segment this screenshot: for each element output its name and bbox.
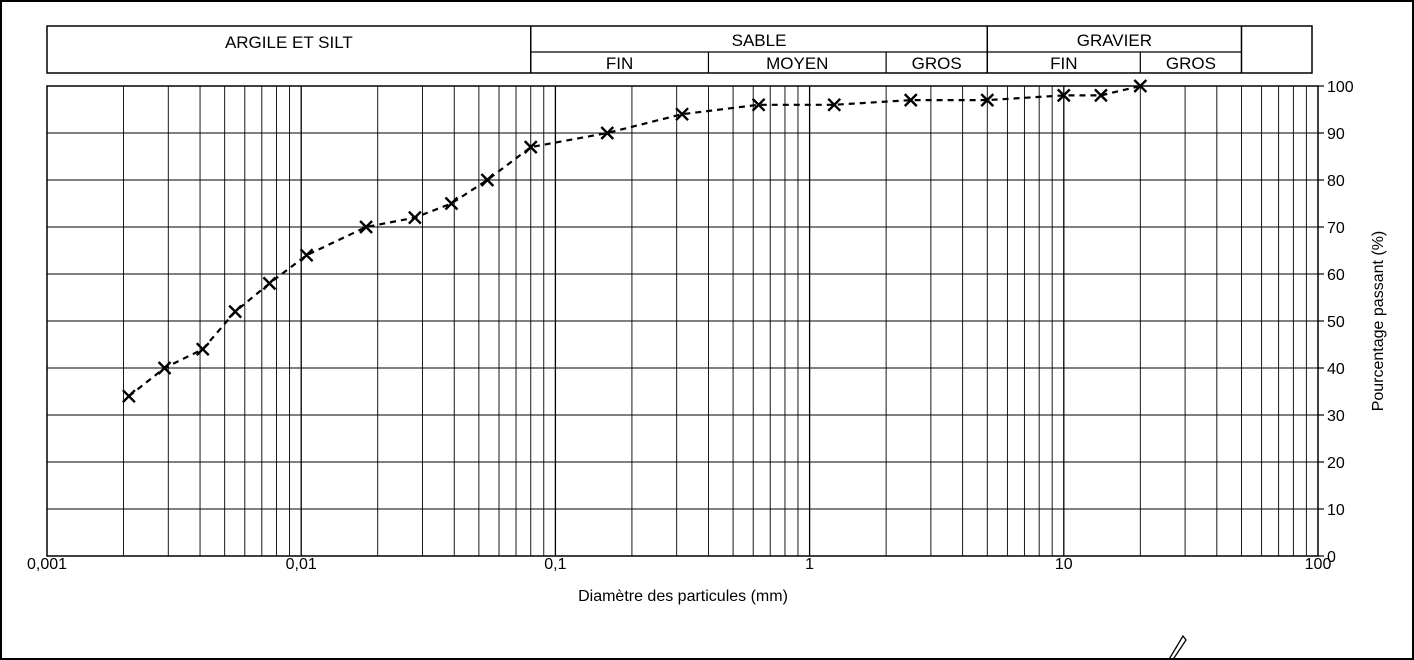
data-point-marker	[228, 304, 243, 319]
y-tick-label: 40	[1327, 361, 1345, 378]
x-tick-label: 0,001	[27, 556, 67, 573]
x-tick-label: 0,1	[544, 556, 566, 573]
data-point-marker	[751, 97, 766, 112]
header-sable-moyen: MOYEN	[766, 54, 828, 73]
y-tick-label: 80	[1327, 173, 1345, 190]
data-point-marker	[299, 248, 314, 263]
x-tick-label: 10	[1055, 556, 1073, 573]
y-tick-label: 90	[1327, 126, 1345, 143]
pen-stroke-mark	[1167, 634, 1187, 660]
y-tick-label: 20	[1327, 455, 1345, 472]
x-axis-title: Diamètre des particules (mm)	[578, 588, 788, 605]
data-point-marker	[157, 361, 172, 375]
header-gravier-fin: FIN	[1050, 54, 1077, 73]
series-line	[128, 84, 1141, 398]
x-tick-label: 0,01	[286, 556, 317, 573]
plot-grid	[47, 86, 1318, 556]
data-point-marker	[827, 97, 842, 112]
data-point-marker	[1094, 88, 1108, 103]
y-tick-label: 70	[1327, 220, 1345, 237]
x-tick-label: 100	[1305, 556, 1332, 573]
y-tick-label: 10	[1327, 502, 1345, 519]
data-point-marker	[444, 196, 459, 211]
y-tick-label: 0	[1327, 549, 1336, 566]
data-point-marker	[195, 342, 210, 357]
y-tick-label: 100	[1327, 79, 1354, 96]
data-point-marker	[600, 126, 615, 140]
header-gravier: GRAVIER	[1077, 31, 1152, 50]
y-tick-label: 60	[1327, 267, 1345, 284]
data-point-marker	[1133, 79, 1148, 93]
x-axis-ticks: 0,001 0,01 0,1 1 10 100	[27, 556, 1331, 573]
data-point-marker	[359, 220, 373, 234]
header-sable: SABLE	[732, 31, 787, 50]
y-axis-ticks: 0 10 20 30 40 50 60 70 80 90 100	[1318, 79, 1354, 566]
data-point-marker	[408, 210, 422, 225]
data-point-marker	[480, 173, 495, 187]
data-point-marker	[122, 389, 136, 404]
header-sable-fin: FIN	[606, 54, 633, 73]
data-point-marker	[675, 107, 689, 122]
header-gravier-gros: GROS	[1166, 54, 1216, 73]
data-point-marker	[903, 93, 918, 107]
x-tick-label: 1	[805, 556, 814, 573]
y-axis-title: Pourcentage passant (%)	[1370, 231, 1387, 412]
data-point-marker	[980, 93, 995, 107]
y-tick-label: 30	[1327, 408, 1345, 425]
y-tick-label: 50	[1327, 314, 1345, 331]
data-point-marker	[523, 140, 538, 154]
classification-header: ARGILE ET SILT SABLE FIN MOYEN GROS GRAV…	[46, 25, 1313, 74]
header-argile-silt: ARGILE ET SILT	[225, 33, 353, 52]
header-frame	[46, 25, 1313, 74]
data-point-marker	[1056, 88, 1071, 103]
data-markers	[122, 79, 1148, 404]
header-sable-gros: GROS	[912, 54, 962, 73]
data-point-marker	[262, 276, 277, 291]
